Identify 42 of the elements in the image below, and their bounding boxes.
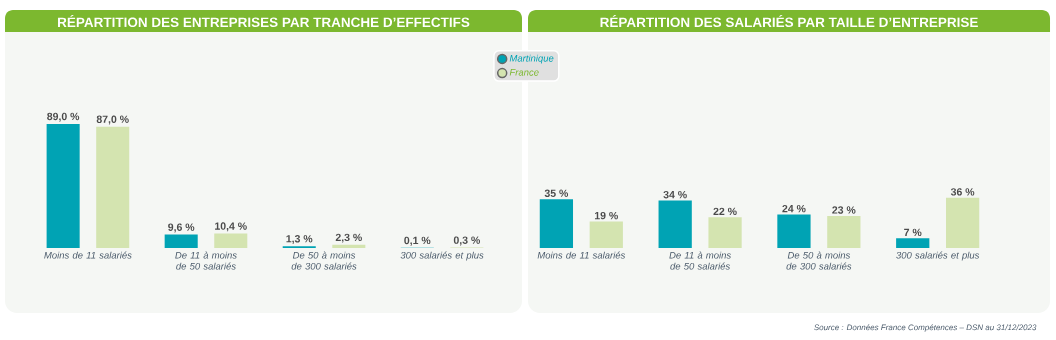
bar [945, 197, 980, 248]
bar [332, 244, 366, 248]
bar [539, 199, 574, 248]
data-label: 89,0 % [47, 112, 80, 122]
data-label: 87,0 % [96, 115, 129, 125]
x-tick-label: Moins de 11 salariés [537, 251, 626, 259]
data-label: 9,6 % [168, 223, 195, 233]
x-tick-label: De 50 à moins de 300 salariés [786, 251, 852, 270]
x-tick-label: 300 salariés et plus [400, 251, 484, 261]
data-label: 0,3 % [453, 236, 480, 246]
x-tick-label: De 11 à moins de 50 salariés [175, 251, 237, 270]
data-label: 0,1 % [404, 236, 431, 246]
data-label: 22 % [713, 207, 737, 216]
bar [214, 233, 248, 248]
legend-label: France [509, 69, 539, 76]
bar [96, 126, 130, 248]
data-label: 23 % [832, 206, 856, 214]
source-note: Source : Données France Compétences – DSN au 31/12/2023 [814, 324, 1037, 332]
data-label: 34 % [663, 190, 687, 199]
legend-label: Martinique [509, 54, 554, 64]
bar [46, 123, 80, 248]
bar [658, 200, 692, 248]
data-label: 19 % [594, 211, 618, 220]
x-tick-label: 300 salariés et plus [896, 251, 980, 261]
bar [777, 214, 811, 248]
data-label: 2,3 % [335, 233, 362, 243]
x-tick-label: De 50 à moins de 300 salariés [291, 251, 357, 270]
data-label: 35 % [544, 189, 569, 197]
bar [164, 234, 198, 248]
data-label: 24 % [782, 204, 806, 213]
data-label: 10,4 % [215, 222, 247, 232]
bar [708, 217, 742, 248]
chart-title: RÉPARTITION DES SALARIÉS PAR TAILLE D’ENTREPRISE [600, 14, 978, 28]
chart-title: RÉPARTITION DES ENTREPRISES PAR TRANCHE D’EFFECTIFS [58, 14, 470, 28]
bar [589, 221, 623, 248]
bar [827, 215, 861, 248]
data-label: 1,3 % [286, 235, 313, 244]
bar [896, 238, 930, 248]
data-label: 7 % [904, 228, 922, 237]
x-tick-label: De 11 à moins de 50 salariés [669, 251, 731, 270]
data-label: 36 % [950, 188, 975, 196]
x-tick-label: Moins de 11 salariés [44, 251, 132, 259]
